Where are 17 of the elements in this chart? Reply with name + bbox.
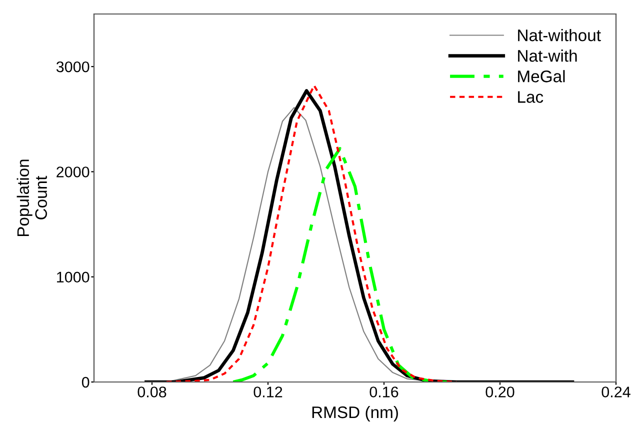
y-tick-label: 1000 — [57, 272, 90, 283]
line-series — [232, 147, 450, 382]
legend-label: Nat-with — [518, 50, 577, 62]
x-tick-label: 0.20 — [486, 386, 514, 398]
y-tick-label: 0 — [82, 376, 90, 388]
legend-label: Nat-without — [518, 29, 601, 42]
y-axis-title: Population Count — [16, 160, 47, 236]
x-tick-label: 0.08 — [138, 386, 166, 398]
legend-label: MeGal — [518, 70, 565, 82]
x-axis-title: RMSD (nm) — [312, 406, 398, 422]
y-tick-label: 2000 — [56, 166, 90, 178]
x-tick-label: 0.12 — [254, 386, 282, 398]
y-tick-label: 3000 — [56, 61, 90, 72]
x-tick-label: 0.16 — [370, 386, 398, 398]
legend-label: Lac — [518, 91, 544, 103]
x-tick-label: 0.24 — [602, 386, 630, 398]
line-series — [165, 84, 458, 382]
